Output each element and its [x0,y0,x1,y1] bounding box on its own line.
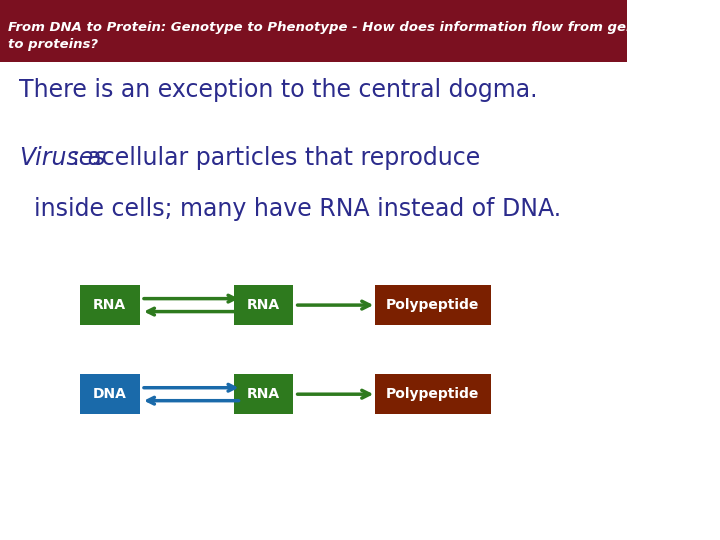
FancyBboxPatch shape [233,374,293,415]
Text: inside cells; many have RNA instead of DNA.: inside cells; many have RNA instead of D… [35,197,562,221]
FancyBboxPatch shape [374,285,490,325]
Text: DNA: DNA [93,387,127,401]
FancyBboxPatch shape [80,374,140,415]
Text: RNA: RNA [247,298,280,312]
FancyBboxPatch shape [0,0,627,62]
Text: Polypeptide: Polypeptide [386,298,480,312]
FancyBboxPatch shape [233,285,293,325]
Text: There is an exception to the central dogma.: There is an exception to the central dog… [19,78,537,102]
Text: RNA: RNA [247,387,280,401]
Text: From DNA to Protein: Genotype to Phenotype - How does information flow from gene: From DNA to Protein: Genotype to Phenoty… [7,21,652,51]
Text: RNA: RNA [93,298,126,312]
Text: Viruses: Viruses [19,146,105,170]
FancyBboxPatch shape [80,285,140,325]
FancyBboxPatch shape [374,374,490,415]
Text: : acellular particles that reproduce: : acellular particles that reproduce [72,146,480,170]
Text: Polypeptide: Polypeptide [386,387,480,401]
